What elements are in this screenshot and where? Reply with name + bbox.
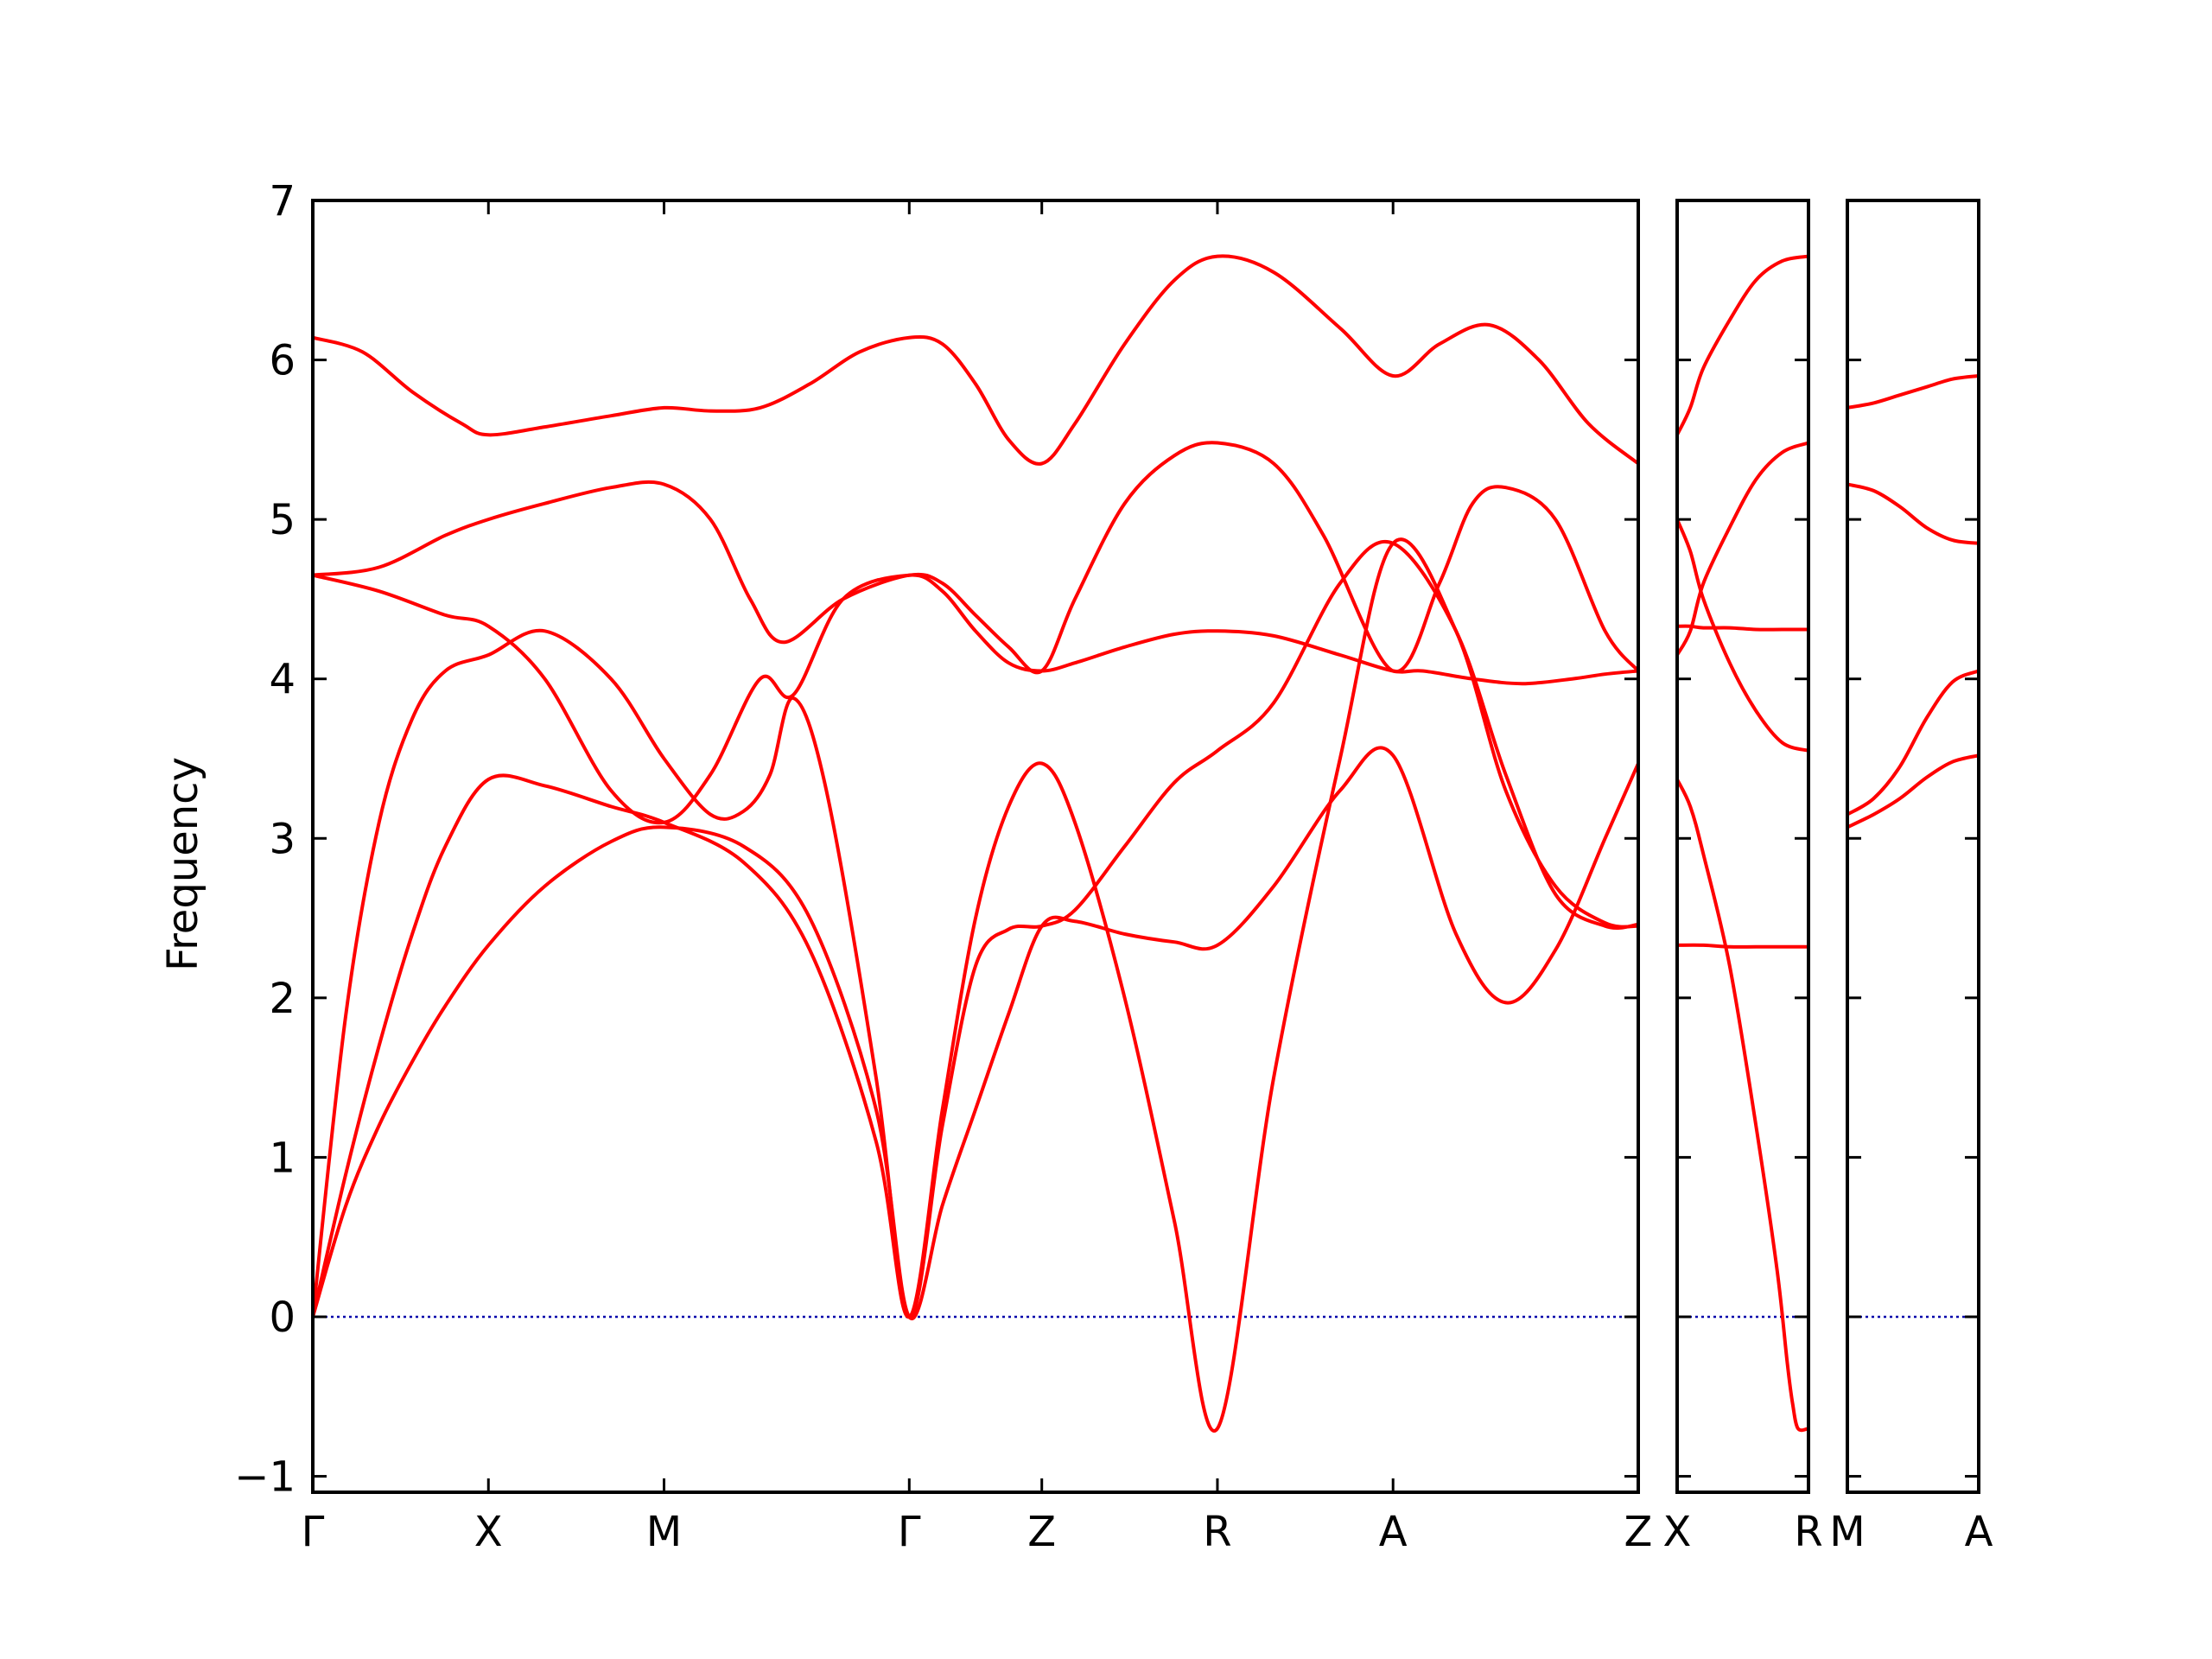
x-tick-label: R [1794, 1508, 1822, 1556]
band-line-3 [313, 540, 1638, 1319]
x-tick-label: Z [1027, 1508, 1056, 1556]
y-tick-label: 6 [269, 337, 296, 385]
band-line-1 [1677, 943, 1808, 949]
band-line-4 [1847, 374, 1979, 410]
band-line-2 [1847, 669, 1979, 817]
panel-frame [311, 199, 1640, 1494]
x-tick-label: Γ [302, 1508, 325, 1556]
bands [313, 254, 1638, 1433]
panel-frame [1846, 199, 1980, 1494]
y-axis-title: Frequency [159, 757, 207, 971]
band-line-1 [1847, 753, 1979, 830]
y-tick-label: 5 [269, 496, 296, 544]
band-line-1 [313, 746, 1638, 1321]
bands [1677, 254, 1808, 1433]
band-line-3 [1847, 482, 1979, 545]
y-tick-label: 3 [269, 815, 296, 863]
band-line-3 [1677, 441, 1808, 657]
band-line-5 [1677, 518, 1808, 753]
x-tick-label: M [1829, 1508, 1865, 1556]
y-tick-label: 0 [269, 1294, 296, 1342]
x-tick-label: X [1663, 1508, 1692, 1556]
band-line-4 [313, 573, 1638, 825]
x-tick-label: X [474, 1508, 503, 1556]
x-tick-label: A [1379, 1508, 1408, 1556]
band-line-2 [313, 537, 1638, 1433]
bands [1847, 374, 1979, 830]
x-tick-label: Z [1624, 1508, 1653, 1556]
band-line-5 [313, 441, 1638, 675]
y-tick-label: 2 [269, 975, 296, 1023]
x-tick-label: A [1965, 1508, 1993, 1556]
y-tick-label: 1 [269, 1134, 296, 1182]
band-line-6 [1677, 254, 1808, 437]
x-tick-label: Γ [898, 1508, 921, 1556]
x-tick-label: R [1203, 1508, 1231, 1556]
y-tick-label: −1 [234, 1453, 296, 1502]
panel-main: −1 0 1 2 3 4 5 6 7 Γ X M Γ Z R A Z [234, 177, 1652, 1556]
band-line-2 [1677, 778, 1808, 1433]
band-line-6 [313, 254, 1638, 466]
band-line-4 [1677, 624, 1808, 632]
panel-frame [1675, 199, 1810, 1494]
y-tick-label: 4 [269, 656, 296, 704]
x-tick-label: M [646, 1508, 682, 1556]
y-tick-label: 7 [269, 177, 296, 226]
